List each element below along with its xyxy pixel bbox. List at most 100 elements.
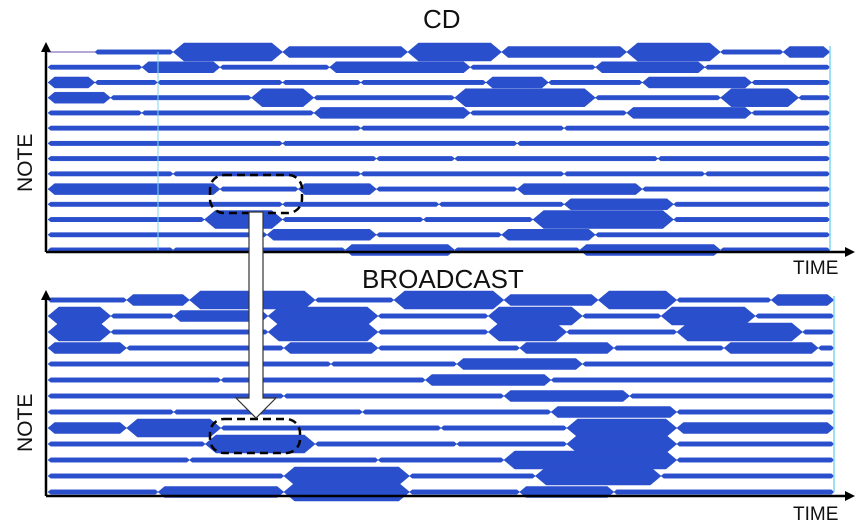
note-segment	[47, 322, 112, 342]
note-segment	[267, 322, 379, 342]
note-segment	[283, 466, 410, 486]
note-segment	[673, 201, 831, 207]
note-segment	[377, 345, 520, 351]
note-segment	[376, 156, 456, 162]
note-segment	[47, 110, 143, 116]
note-segment	[660, 306, 756, 326]
note-segment	[47, 361, 332, 367]
note-segment	[751, 110, 831, 116]
note-segment	[613, 489, 835, 495]
note-segment	[582, 361, 835, 367]
note-segment	[110, 95, 252, 101]
note-segment	[563, 171, 706, 177]
note-segment	[313, 95, 456, 101]
note-segment	[282, 80, 362, 85]
note-segment	[377, 329, 489, 335]
note-axis-arrowhead	[41, 42, 51, 52]
note-segment	[673, 217, 831, 222]
broadcast-panel-title: BROADCAST	[362, 264, 524, 294]
note-segment	[657, 156, 831, 162]
note-segment	[219, 186, 299, 192]
note-segment	[47, 422, 127, 434]
note-segment	[47, 183, 221, 195]
note-segment	[550, 406, 678, 418]
note-segment	[47, 342, 127, 354]
note-segment	[613, 345, 725, 351]
note-segment	[563, 198, 674, 211]
note-segment	[641, 186, 831, 192]
note-segment	[438, 201, 565, 207]
note-segment	[456, 441, 568, 447]
note-segment	[454, 88, 596, 107]
note-segment	[595, 95, 721, 101]
note-segment	[676, 409, 835, 415]
note-segment	[566, 434, 678, 454]
note-segment	[126, 418, 222, 438]
note-segment	[503, 450, 678, 470]
note-segment	[487, 306, 583, 326]
note-segment	[282, 46, 409, 58]
note-segment	[563, 125, 831, 131]
note-segment	[487, 322, 568, 342]
note-segment	[267, 306, 379, 326]
note-segment	[817, 345, 835, 351]
note-segment	[47, 489, 159, 495]
hollow-down-arrow	[234, 211, 278, 419]
note-segment	[47, 140, 283, 146]
note-axis-arrowhead	[41, 290, 51, 300]
note-segment	[798, 95, 831, 101]
note-segment	[329, 61, 471, 73]
note-segment	[282, 201, 440, 207]
cd-panel-title: CD	[423, 4, 461, 34]
note-segment	[519, 342, 615, 354]
note-segment	[47, 171, 174, 177]
note-segment	[47, 64, 143, 70]
note-segment	[282, 217, 424, 222]
note-segment	[360, 80, 487, 85]
note-segment	[94, 80, 158, 85]
note-segment	[47, 156, 377, 162]
note-segment	[424, 374, 552, 386]
broadcast-highlight-box	[208, 417, 302, 455]
note-segment	[47, 125, 362, 131]
note-segment	[566, 418, 678, 438]
note-segment	[360, 125, 565, 131]
note-segment	[47, 217, 205, 222]
note-segment	[47, 457, 190, 463]
note-segment	[282, 140, 518, 146]
note-segment	[676, 297, 772, 303]
note-segment	[377, 457, 505, 463]
cd-x-axis-label: TIME	[793, 258, 839, 279]
note-segment	[626, 107, 753, 119]
note-segment	[47, 232, 268, 238]
note-segment	[330, 361, 458, 367]
note-segment	[47, 441, 206, 447]
note-segment	[110, 313, 175, 319]
note-segment	[94, 49, 174, 55]
note-segment	[755, 313, 835, 319]
note-segment	[360, 171, 565, 177]
note-segment	[47, 76, 96, 89]
note-segment	[47, 377, 222, 383]
note-segment	[344, 244, 456, 256]
note-segment	[676, 441, 835, 447]
note-segment	[283, 393, 505, 399]
note-segment	[407, 42, 502, 62]
note-segment	[532, 210, 674, 229]
note-segment	[172, 42, 283, 62]
note-segment	[720, 49, 784, 55]
note-segment	[47, 91, 111, 104]
note-segment	[454, 156, 659, 162]
note-segment	[313, 107, 471, 119]
note-segment	[440, 425, 568, 431]
note-segment	[469, 64, 596, 70]
note-segment	[629, 393, 835, 399]
note-segment	[250, 88, 315, 107]
note-segment	[393, 290, 505, 310]
note-segment	[283, 482, 410, 502]
note-segment	[723, 342, 819, 354]
note-segment	[595, 61, 706, 73]
note-segment	[47, 297, 127, 303]
note-segment	[704, 64, 831, 70]
